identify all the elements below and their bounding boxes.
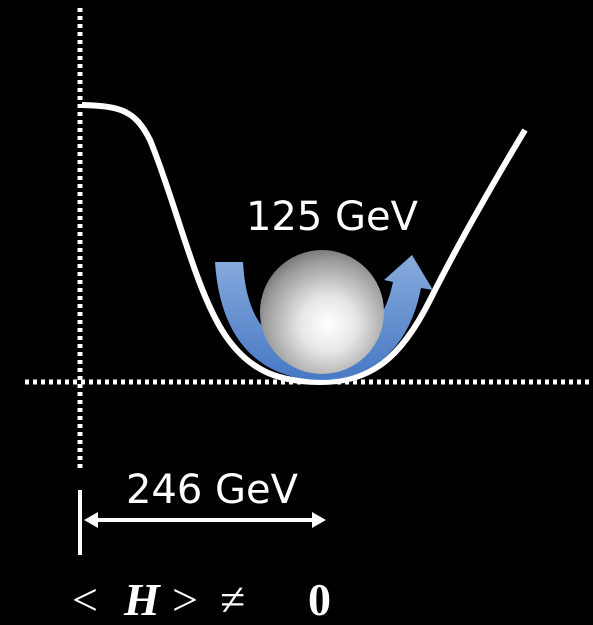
formula-token: 0 — [308, 574, 331, 625]
vev-label: 246 GeV — [126, 467, 299, 513]
diagram: 125 GeV 246 GeV < H > ≠ 0 — [0, 0, 593, 625]
page: 125 GeV 246 GeV < H > ≠ 0 (() => { const… — [0, 0, 593, 625]
formula-token: ≠ — [220, 574, 245, 625]
mass-label: 125 GeV — [246, 194, 419, 240]
higgs-ball — [260, 250, 384, 374]
formula-token: > — [172, 574, 198, 625]
formula-token: < — [72, 574, 98, 625]
formula-token: H — [123, 574, 161, 625]
